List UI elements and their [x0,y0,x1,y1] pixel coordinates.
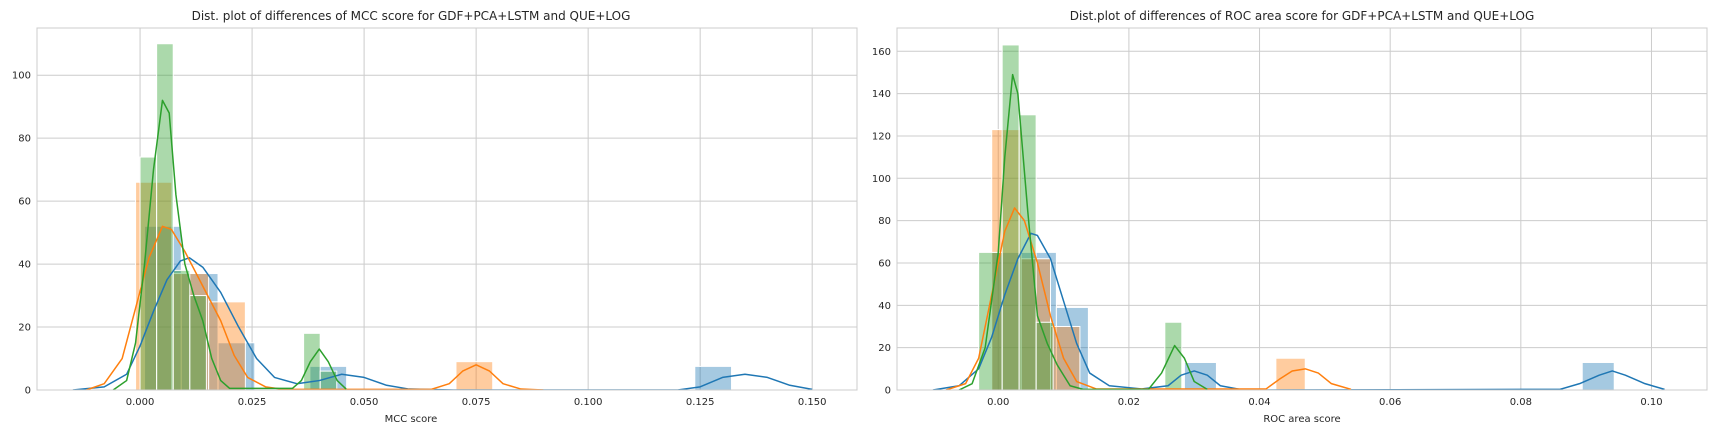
roc-axes-frame [896,27,1708,391]
roc-green-histogram-bar [1035,321,1054,390]
roc-y-tick-label: 100 [872,174,891,185]
roc-x-tick-label: 0.08 [1510,397,1532,408]
roc-y-tick-label: 80 [878,216,891,227]
mcc-x-tick-label: 0.075 [462,397,491,408]
mcc-x-axis-label: MCC score [385,414,438,425]
roc-x-axis-label: ROC area score [1263,414,1340,425]
roc-x-tick-label: 0.00 [987,397,1009,408]
mcc-plot-area [72,43,813,390]
roc-green-histogram-bar [1164,321,1183,390]
roc-y-tick-label: 40 [878,301,891,312]
mcc-green-histogram-bar [139,156,158,390]
mcc-y-tick-label: 20 [18,323,31,334]
mcc-green-histogram-bar [156,43,174,390]
roc-x-tick-label: 0.04 [1248,397,1270,408]
mcc-y-tick-label: 80 [18,134,31,145]
mcc-chart-title: Dist. plot of differences of MCC score f… [192,9,631,23]
mcc-x-tick-label: 0.100 [574,397,603,408]
mcc-blue-histogram-bar [180,273,219,390]
roc-y-tick-label: 0 [885,386,891,397]
roc-blue-histogram-bar [1581,361,1615,390]
roc-y-tick-label: 60 [878,258,891,269]
roc-x-tick-label: 0.06 [1379,397,1401,408]
roc-y-tick-label: 120 [872,131,891,142]
mcc-x-tick-label: 0.150 [798,397,827,408]
roc-y-tick-label: 140 [872,89,891,100]
roc-blue-kde-line [932,232,1665,390]
roc-x-tick-label: 0.10 [1640,397,1662,408]
mcc-x-tick-label: 0.050 [350,397,379,408]
mcc-green-kde-line [112,99,347,390]
mcc-x-tick-label: 0.125 [686,397,715,408]
mcc-x-tick-label: 0.025 [238,397,267,408]
roc-distribution-panel: Dist.plot of differences of ROC area sco… [872,9,1708,425]
roc-blue-histogram-bar [1055,306,1089,390]
mcc-y-tick-label: 0 [25,386,31,397]
roc-green-kde-line [958,73,1208,390]
mcc-axes-frame [36,27,858,391]
mcc-green-histogram-bar [172,269,191,390]
mcc-blue-histogram-bar [217,342,256,390]
mcc-y-tick-label: 100 [12,71,31,82]
mcc-y-tick-label: 40 [18,260,31,271]
roc-orange-histogram-bar [1275,357,1306,390]
roc-green-histogram-bar [978,251,1003,390]
roc-plot-area [932,44,1665,390]
mcc-orange-histogram-bar [208,301,246,390]
mcc-distribution-panel: Dist. plot of differences of MCC score f… [12,9,858,425]
roc-y-tick-label: 160 [872,47,891,58]
roc-x-tick-label: 0.02 [1118,397,1140,408]
mcc-green-histogram-bar [303,332,321,390]
roc-chart-title: Dist.plot of differences of ROC area sco… [1070,9,1535,23]
mcc-y-tick-label: 60 [18,197,31,208]
mcc-x-tick-label: 0.000 [126,397,155,408]
roc-green-histogram-bar [1018,114,1037,390]
roc-y-tick-label: 20 [878,343,891,354]
